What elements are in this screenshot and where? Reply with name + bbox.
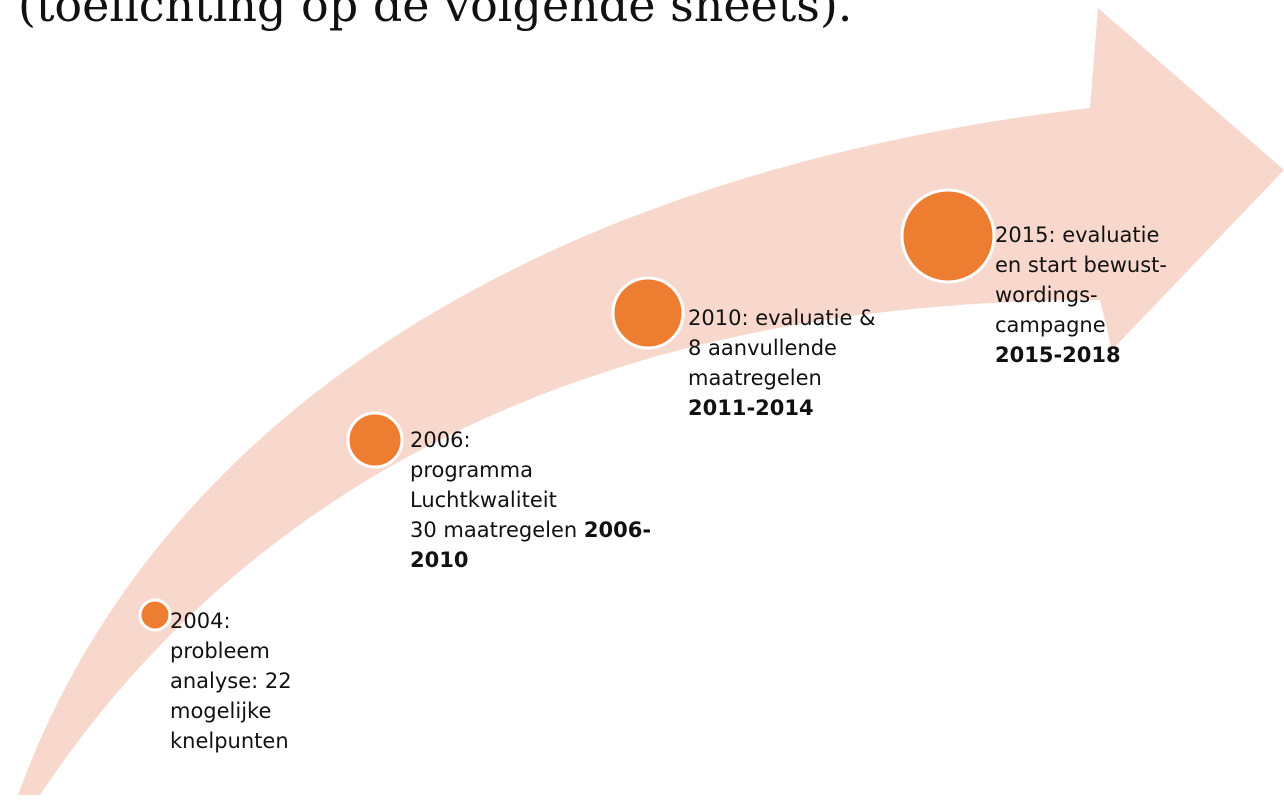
milestone-period: 2010 xyxy=(410,548,469,572)
milestone-line-text: 8 aanvullende xyxy=(688,336,837,360)
milestone-dot xyxy=(346,411,404,469)
milestone-line-text: wordings- xyxy=(995,283,1098,307)
milestone-line-text: analyse: 22 xyxy=(170,669,292,693)
milestone-period: 2011-2014 xyxy=(688,396,814,420)
milestone-line: programma xyxy=(410,455,651,485)
milestone-line-text: 2006: xyxy=(410,428,471,452)
milestone-line: 2015: evaluatie xyxy=(995,220,1167,250)
milestone-line-text: Luchtkwaliteit xyxy=(410,488,557,512)
milestone-line: 2004: xyxy=(170,606,292,636)
milestone-line: Luchtkwaliteit xyxy=(410,485,651,515)
milestone-line-text: campagne xyxy=(995,313,1106,337)
milestone-line: probleem xyxy=(170,636,292,666)
milestone-line: maatregelen xyxy=(688,363,875,393)
milestone-line-text: en start bewust- xyxy=(995,253,1167,277)
milestone-line: wordings- xyxy=(995,280,1167,310)
milestone-text: 2015: evaluatie en start bewust-wordings-… xyxy=(995,220,1167,370)
milestone-line-text: probleem xyxy=(170,639,270,663)
milestone-line: campagne xyxy=(995,310,1167,340)
milestone-line: 2015-2018 xyxy=(995,340,1167,370)
milestone-dot xyxy=(138,598,172,632)
milestone-line: 30 maatregelen 2006- xyxy=(410,515,651,545)
milestone-line-text: programma xyxy=(410,458,533,482)
milestone-line-text: maatregelen xyxy=(688,366,822,390)
milestone-line: mogelijke xyxy=(170,696,292,726)
milestone-line: en start bewust- xyxy=(995,250,1167,280)
milestone-line: knelpunten xyxy=(170,726,292,756)
milestone-line: 2006: xyxy=(410,425,651,455)
milestone-line: 8 aanvullende xyxy=(688,333,875,363)
milestone-text: 2004: probleem analyse: 22 mogelijke knelpun… xyxy=(170,606,292,756)
milestone-line-text: 30 maatregelen xyxy=(410,518,578,542)
milestone-line: analyse: 22 xyxy=(170,666,292,696)
milestone-line: 2010: evaluatie & xyxy=(688,303,875,333)
milestone-text: 2006: programma Luchtkwaliteit 30 maatregel… xyxy=(410,425,651,575)
milestone-line-text: knelpunten xyxy=(170,729,289,753)
milestone-dot xyxy=(900,188,996,284)
milestone-line-text: 2004: xyxy=(170,609,231,633)
milestone-line-text: 2010: evaluatie & xyxy=(688,306,876,330)
milestone-period: 2006- xyxy=(583,518,652,542)
milestone-line-text: mogelijke xyxy=(170,699,272,723)
slide-title: (toelichting op de volgende sheets). xyxy=(18,0,853,32)
milestone-line: 2011-2014 xyxy=(688,393,875,423)
milestone-line: 2010 xyxy=(410,545,651,575)
milestone-text: 2010: evaluatie & 8 aanvullende maatregele… xyxy=(688,303,875,423)
milestone-dot xyxy=(611,276,685,350)
milestone-line-text: 2015: evaluatie xyxy=(995,223,1160,247)
milestone-period: 2015-2018 xyxy=(995,343,1121,367)
